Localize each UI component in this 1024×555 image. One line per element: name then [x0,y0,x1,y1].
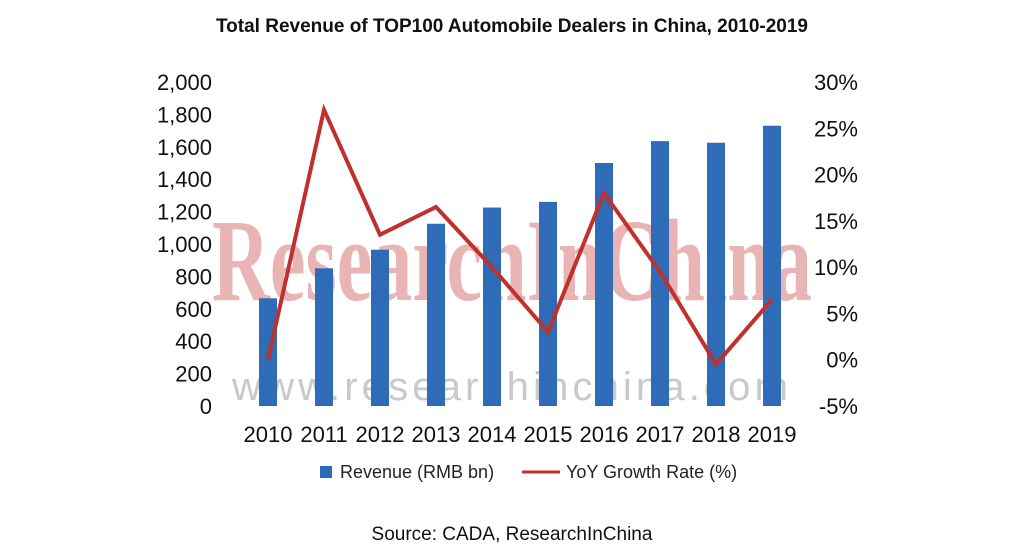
right-tick-label: 5% [826,301,858,326]
right-tick-label: 25% [814,116,858,141]
right-tick-label: 15% [814,209,858,234]
x-tick-label: 2010 [244,422,293,447]
x-axis: 2010 2011 2012 2013 2014 2015 2016 2017 2018 2019 [244,422,797,447]
right-tick-label: 30% [814,70,858,95]
growth-line [266,103,774,368]
legend-swatch-revenue [320,466,332,478]
revenue-bar [707,142,725,406]
revenue-bar [315,268,333,406]
revenue-bar [539,201,557,406]
left-tick-label: 1,800 [157,102,212,127]
left-tick-label: 1,200 [157,200,212,225]
left-tick-label: 1,600 [157,135,212,160]
left-tick-label: 800 [175,264,212,289]
left-tick-label: 2,000 [157,70,212,95]
left-tick-label: 0 [200,394,212,419]
revenue-bar [371,249,389,406]
revenue-bar [763,125,781,407]
right-tick-label: 20% [814,163,858,188]
x-tick-label: 2013 [412,422,461,447]
left-axis: 0 200 400 600 800 1,000 1,200 1,400 1,600 1,800 2,… [157,70,212,419]
x-tick-label: 2011 [300,422,347,447]
x-tick-label: 2012 [356,422,405,447]
x-tick-label: 2018 [692,422,741,447]
right-tick-label: -5% [819,394,858,419]
legend-label-revenue: Revenue (RMB bn) [340,462,494,482]
revenue-bar [483,207,501,406]
x-tick-label: 2019 [748,422,797,447]
x-tick-label: 2017 [636,422,685,447]
left-tick-label: 400 [175,329,212,354]
x-tick-label: 2016 [580,422,629,447]
legend-label-growth: YoY Growth Rate (%) [566,462,737,482]
source-note: Source: CADA, ResearchInChina [372,524,653,545]
revenue-bar [595,163,613,406]
chart-title: Total Revenue of TOP100 Automobile Deale… [216,16,808,37]
left-tick-label: 200 [175,362,212,387]
left-tick-label: 600 [175,297,212,322]
right-tick-label: 10% [814,255,858,280]
left-tick-label: 1,400 [157,167,212,192]
x-tick-label: 2015 [524,422,573,447]
bar-series [259,125,781,407]
right-tick-label: 0% [826,348,858,373]
right-axis: -5% 0% 5% 10% 15% 20% 25% 30% [814,70,858,419]
line-series [266,103,774,368]
left-tick-label: 1,000 [157,232,212,257]
revenue-bar [427,223,445,406]
legend: Revenue (RMB bn) YoY Growth Rate (%) [320,462,737,482]
x-tick-label: 2014 [468,422,517,447]
